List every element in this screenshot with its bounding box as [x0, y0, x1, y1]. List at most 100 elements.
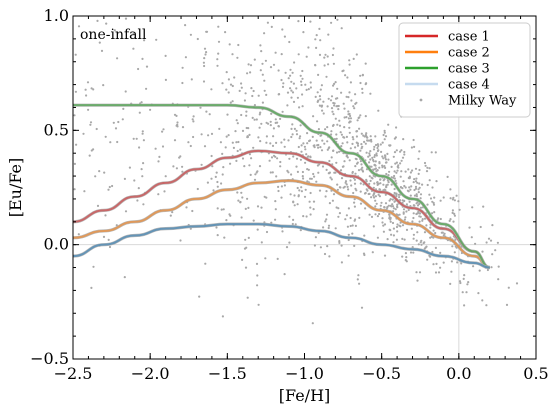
scatter-point [383, 154, 387, 157]
scatter-point [425, 224, 428, 227]
scatter-point [413, 178, 416, 181]
scatter-point [378, 188, 382, 191]
scatter-point [269, 66, 273, 69]
scatter-point [421, 219, 424, 222]
scatter-point [304, 148, 307, 151]
scatter-point [245, 114, 248, 117]
scatter-point [360, 143, 363, 146]
scatter-point [288, 157, 291, 160]
scatter-point [222, 208, 225, 211]
scatter-point [290, 173, 293, 176]
scatter-point [231, 53, 234, 56]
scatter-point [312, 208, 315, 211]
scatter-point [388, 216, 391, 219]
scatter-point [402, 138, 405, 141]
scatter-point [277, 125, 280, 128]
scatter-point [175, 124, 178, 127]
scatter-point [415, 193, 418, 196]
scatter-point [189, 144, 192, 148]
scatter-point [361, 87, 364, 90]
scatter-point [494, 249, 497, 252]
scatter-point [137, 187, 140, 190]
scatter-point [383, 254, 387, 257]
scatter-point [418, 202, 421, 206]
scatter-point [277, 93, 280, 96]
scatter-point [100, 49, 104, 53]
scatter-point [249, 173, 252, 176]
scatter-point [324, 220, 327, 223]
scatter-point [439, 199, 442, 202]
scatter-point [466, 283, 469, 286]
scatter-point [369, 150, 372, 153]
scatter-point [109, 141, 112, 144]
scatter-point [342, 102, 345, 105]
scatter-point [507, 286, 510, 289]
scatter-point [216, 207, 219, 210]
scatter-point [274, 51, 277, 54]
scatter-point [352, 105, 355, 108]
scatter-point [320, 149, 324, 152]
scatter-point [326, 105, 329, 108]
scatter-point [423, 217, 427, 220]
scatter-point [143, 39, 146, 42]
scatter-point [470, 236, 473, 239]
scatter-point [280, 78, 283, 82]
scatter-point [105, 22, 108, 25]
scatter-point [403, 150, 406, 154]
scatter-point [417, 188, 420, 191]
scatter-point [331, 53, 334, 57]
scatter-point [116, 57, 119, 60]
scatter-point [277, 189, 280, 193]
scatter-point [338, 186, 341, 189]
scatter-point [117, 120, 120, 124]
scatter-point [217, 52, 220, 55]
scatter-point [308, 200, 311, 203]
scatter-point [238, 89, 241, 92]
scatter-point [310, 177, 313, 180]
scatter-point [73, 162, 76, 165]
scatter-point [368, 161, 371, 164]
scatter-point [279, 165, 282, 168]
scatter-point [377, 144, 380, 148]
scatter-point [409, 194, 412, 197]
scatter-point [417, 172, 420, 175]
scatter-point [332, 193, 336, 196]
scatter-point [370, 215, 374, 218]
scatter-point [135, 137, 138, 140]
scatter-point [295, 165, 298, 168]
scatter-point [307, 168, 310, 171]
scatter-point [340, 27, 343, 30]
scatter-point [240, 216, 243, 219]
scatter-point [220, 182, 223, 185]
scatter-point [368, 175, 371, 178]
scatter-point [336, 183, 339, 186]
scatter-point [419, 241, 422, 244]
scatter-point [396, 223, 399, 226]
scatter-point [332, 149, 335, 152]
scatter-point [374, 143, 378, 147]
scatter-point [163, 190, 166, 193]
legend-marker-milky-way [419, 98, 423, 102]
scatter-point [102, 84, 105, 87]
scatter-point [391, 205, 395, 208]
scatter-point [351, 171, 354, 174]
scatter-point [421, 218, 424, 221]
scatter-point [333, 82, 336, 85]
x-tick-label: −2.5 [54, 364, 93, 383]
scatter-point [124, 210, 128, 213]
scatter-point [300, 186, 303, 189]
scatter-point [258, 126, 261, 129]
scatter-point [353, 178, 356, 181]
scatter-point [415, 202, 418, 205]
scatter-point [189, 33, 192, 36]
scatter-point [332, 101, 335, 105]
scatter-point [364, 207, 367, 210]
scatter-point [446, 175, 449, 178]
scatter-point [341, 165, 344, 168]
scatter-point [363, 135, 366, 138]
scatter-point [432, 203, 436, 206]
scatter-point [291, 91, 295, 94]
scatter-point [200, 163, 203, 166]
scatter-point [383, 223, 387, 226]
scatter-point [292, 82, 295, 85]
